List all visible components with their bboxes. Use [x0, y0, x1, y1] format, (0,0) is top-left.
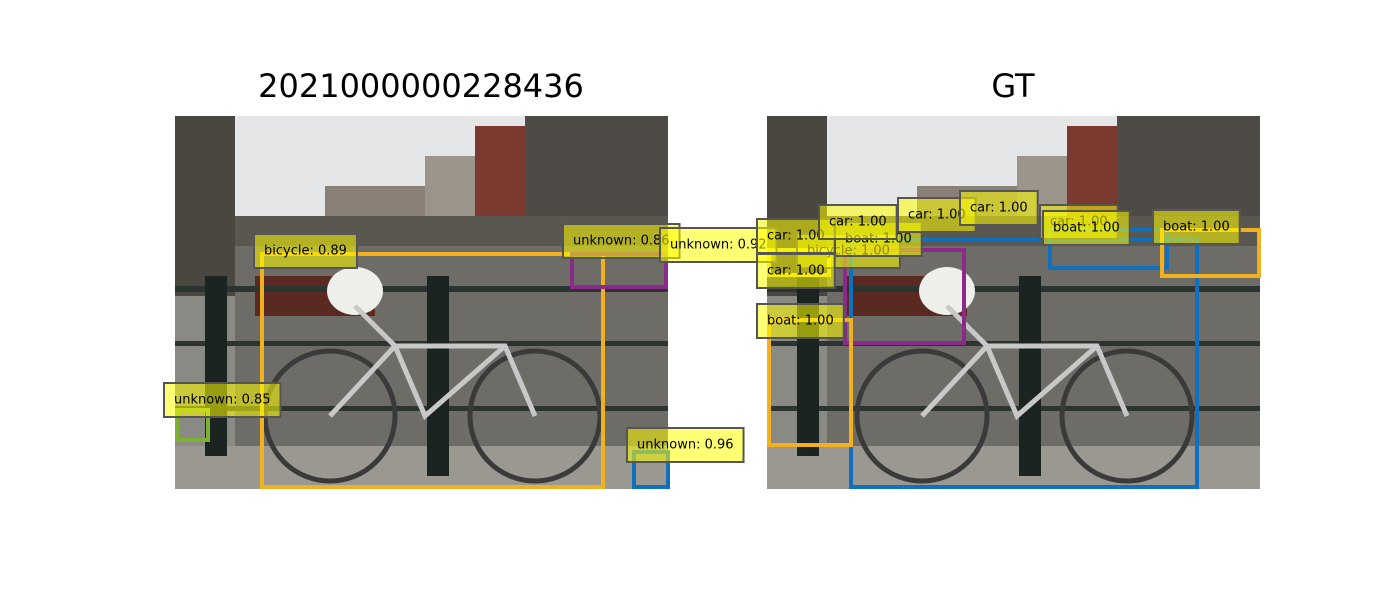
label-text: car: 1.00: [829, 215, 887, 230]
detection-label: unknown: 0.96: [626, 427, 745, 463]
label-text: car: 1.00: [767, 229, 825, 244]
detection-label: boat: 1.00: [1152, 209, 1241, 245]
label-text: boat: 1.00: [1163, 220, 1230, 235]
label-text: unknown: 0.86: [573, 234, 670, 249]
bounding-box: [260, 252, 605, 489]
label-box: [163, 382, 282, 418]
detection-label: boat: 1.00: [1042, 210, 1131, 246]
panel-title: 2021000000228436: [258, 67, 584, 105]
detection-label: car: 1.00: [818, 204, 898, 240]
photo: [767, 116, 1260, 489]
label-text: boat: 1.00: [767, 314, 834, 329]
label-box: [626, 427, 745, 463]
label-text: boat: 1.00: [1053, 221, 1120, 236]
label-text: unknown: 0.96: [637, 438, 734, 453]
label-box: [756, 253, 836, 289]
label-box: [959, 190, 1039, 226]
label-box: [818, 204, 898, 240]
label-box: [756, 303, 845, 339]
label-box: [1152, 209, 1241, 245]
label-text: car: 1.00: [767, 264, 825, 279]
detection-label: bicycle: 0.89: [253, 233, 358, 269]
label-text: car: 1.00: [908, 208, 966, 223]
detection-label: boat: 1.00: [756, 303, 845, 339]
label-text: unknown: 0.92: [670, 238, 767, 253]
label-text: bicycle: 0.89: [264, 244, 347, 259]
detection-label: unknown: 0.85: [163, 382, 282, 418]
detection-label: car: 1.00: [756, 253, 836, 289]
photo: [175, 116, 668, 489]
detection-label: car: 1.00: [959, 190, 1039, 226]
label-text: car: 1.00: [970, 201, 1028, 216]
label-box: [1042, 210, 1131, 246]
label-text: unknown: 0.85: [174, 393, 271, 408]
panel-title: GT: [991, 67, 1035, 105]
label-box: [253, 233, 358, 269]
